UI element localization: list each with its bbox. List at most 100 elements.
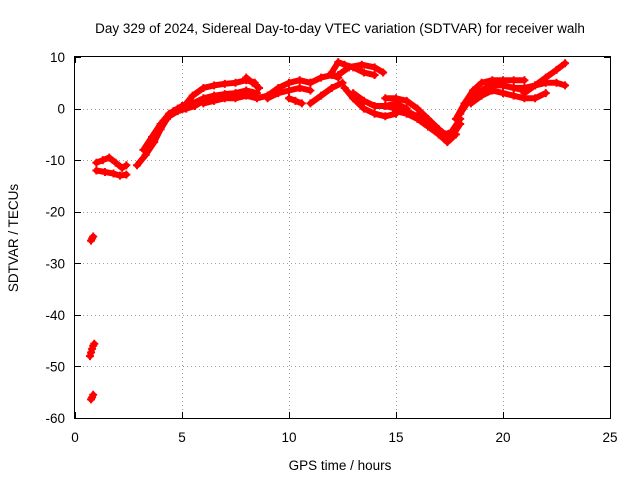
- data-point: [242, 91, 251, 100]
- data-point: [488, 86, 497, 95]
- data-point: [402, 109, 411, 118]
- data-point: [291, 96, 300, 105]
- data-point: [317, 73, 326, 82]
- data-point: [344, 63, 353, 72]
- data-point: [541, 89, 550, 98]
- data-point: [381, 101, 390, 110]
- series-arc-day-i: [306, 78, 347, 108]
- data-point: [434, 130, 443, 139]
- y-tick-label: -20: [45, 205, 65, 220]
- data-point: [139, 145, 148, 154]
- data-point: [109, 169, 118, 178]
- data-point: [306, 99, 315, 108]
- data-point: [334, 58, 343, 67]
- data-point: [89, 232, 98, 241]
- data-point: [413, 104, 422, 113]
- y-tick-label: 0: [57, 102, 65, 117]
- data-point: [381, 94, 390, 103]
- data-point: [552, 65, 561, 74]
- data-point: [392, 94, 400, 103]
- data-point: [381, 112, 390, 121]
- data-point: [370, 109, 379, 118]
- data-point: [220, 94, 229, 103]
- data-point: [210, 96, 219, 105]
- data-point: [466, 99, 475, 108]
- data-point: [274, 89, 283, 98]
- data-point: [392, 107, 400, 116]
- data-point: [231, 94, 240, 103]
- data-point: [111, 158, 120, 167]
- y-tick-label: 10: [50, 50, 65, 65]
- x-tick-label: 15: [388, 430, 403, 445]
- x-tick-label: 25: [602, 430, 617, 445]
- series-arc-outlier-3: [87, 390, 98, 404]
- data-point: [357, 60, 366, 69]
- series-arc-day-b: [188, 86, 261, 108]
- data-point: [285, 78, 293, 87]
- data-point: [306, 86, 315, 95]
- data-point: [105, 153, 114, 162]
- x-axis-label: GPS time / hours: [289, 458, 392, 473]
- data-point: [370, 101, 379, 110]
- data-point: [443, 138, 452, 147]
- series-arc-early-b: [92, 166, 131, 180]
- data-point: [148, 132, 157, 141]
- data-point: [248, 78, 257, 87]
- data-point: [118, 163, 127, 172]
- data-point: [285, 94, 293, 103]
- data-point: [359, 104, 368, 113]
- data-point: [370, 63, 379, 72]
- y-tick-label: -50: [45, 359, 65, 374]
- series-line: [307, 79, 346, 107]
- data-point: [349, 89, 358, 98]
- series-line: [307, 72, 342, 86]
- data-point: [451, 114, 460, 123]
- chart-title: Day 329 of 2024, Sidereal Day-to-day VTE…: [95, 21, 585, 36]
- data-point: [306, 78, 315, 87]
- data-point: [100, 168, 109, 177]
- data-point: [327, 68, 336, 77]
- y-tick-label: -30: [45, 256, 65, 271]
- y-tick-label: -40: [45, 308, 65, 323]
- data-point: [255, 83, 264, 92]
- data-point: [561, 81, 570, 90]
- series-arc-outlier-1: [87, 232, 98, 245]
- data-point: [509, 83, 518, 92]
- data-point: [451, 130, 460, 139]
- data-point: [456, 120, 465, 129]
- data-point: [402, 96, 411, 105]
- data-point: [520, 89, 529, 98]
- x-tick-label: 20: [495, 430, 510, 445]
- data-point: [334, 71, 343, 80]
- data-point: [509, 91, 518, 100]
- series-arc-late-e: [520, 59, 570, 98]
- data-point: [156, 120, 165, 129]
- data-point: [90, 339, 99, 348]
- data-point: [92, 158, 101, 167]
- data-point: [122, 161, 131, 170]
- axis-ticks: 0 5 10 15 20 25 10 0 -10 -20 -30 -40 -50 -60: [45, 50, 617, 445]
- data-point: [370, 71, 379, 80]
- data-point: [424, 122, 433, 131]
- data-point: [499, 81, 507, 90]
- data-point: [263, 94, 272, 103]
- data-point: [178, 104, 186, 113]
- data-point: [231, 78, 240, 87]
- data-point: [379, 68, 388, 77]
- data-point: [297, 99, 306, 108]
- data-point: [340, 83, 349, 92]
- data-point: [359, 68, 368, 77]
- data-point: [242, 73, 251, 82]
- data-point: [210, 81, 219, 90]
- data-point: [141, 150, 150, 159]
- data-point: [252, 94, 261, 103]
- series-arc-outlier-2: [85, 339, 99, 361]
- data-point: [541, 73, 550, 82]
- data-point: [220, 79, 229, 88]
- data-point: [552, 78, 561, 87]
- data-point: [531, 94, 540, 103]
- data-point: [456, 109, 465, 118]
- data-point: [499, 89, 507, 98]
- data-point: [477, 91, 486, 100]
- series-arc-day-d: [242, 73, 264, 92]
